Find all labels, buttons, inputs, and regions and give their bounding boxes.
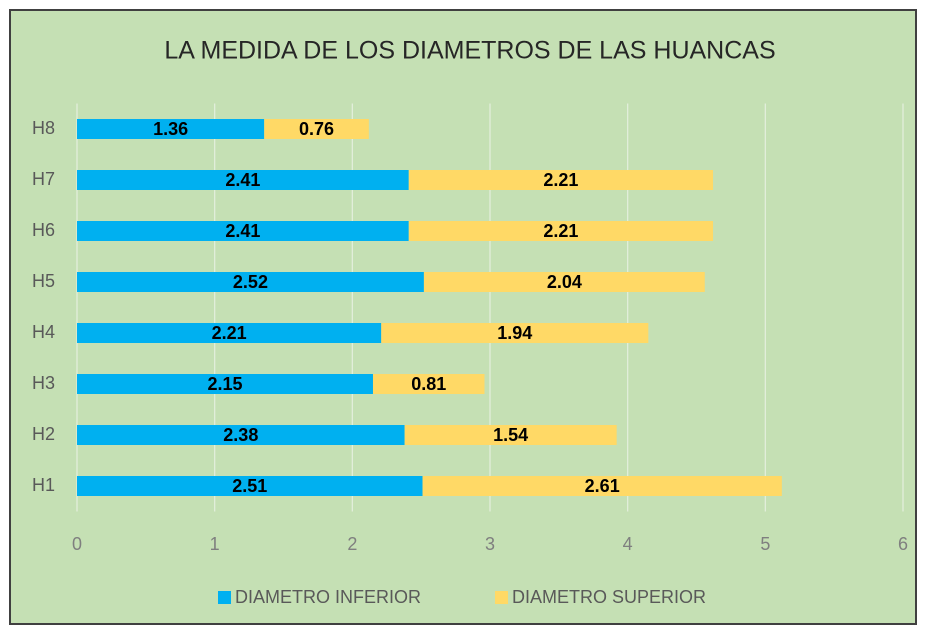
data-label: 2.51: [232, 476, 267, 496]
data-label: 2.41: [225, 170, 260, 190]
data-label: 2.21: [212, 323, 247, 343]
data-label: 2.04: [547, 272, 582, 292]
y-tick-label: H2: [32, 424, 55, 444]
y-tick-label: H4: [32, 322, 55, 342]
data-label: 2.21: [543, 170, 578, 190]
legend-swatch: [495, 591, 508, 604]
x-tick-label: 1: [210, 534, 220, 554]
x-tick-label: 2: [347, 534, 357, 554]
x-tick-label: 5: [760, 534, 770, 554]
data-label: 1.54: [493, 425, 528, 445]
bar-segment: [77, 425, 405, 445]
y-tick-label: H3: [32, 373, 55, 393]
legend-swatch: [218, 591, 231, 604]
bar-segment: [264, 119, 369, 139]
x-tick-label: 3: [485, 534, 495, 554]
bar-segment: [77, 119, 265, 139]
chart-background: [9, 9, 917, 625]
bar-segment: [423, 272, 705, 292]
bar-segment: [404, 425, 617, 445]
bar-segment: [422, 476, 782, 496]
data-label: 1.94: [497, 323, 532, 343]
bar-segment: [77, 170, 409, 190]
y-tick-label: H8: [32, 118, 55, 138]
legend-label: DIAMETRO SUPERIOR: [512, 587, 706, 607]
data-label: 2.41: [225, 221, 260, 241]
y-tick-label: H1: [32, 475, 55, 495]
x-tick-label: 0: [72, 534, 82, 554]
data-label: 0.81: [411, 374, 446, 394]
bar-segment: [77, 272, 424, 292]
legend-label: DIAMETRO INFERIOR: [235, 587, 421, 607]
data-label: 1.36: [153, 119, 188, 139]
bar-segment: [77, 374, 373, 394]
data-label: 2.38: [223, 425, 258, 445]
bar-segment: [77, 476, 423, 496]
y-tick-label: H7: [32, 169, 55, 189]
bar-segment: [381, 323, 649, 343]
data-label: 2.15: [207, 374, 242, 394]
bar-segment: [408, 170, 714, 190]
bar-segment: [77, 221, 409, 241]
chart-title: LA MEDIDA DE LOS DIAMETROS DE LAS HUANCA…: [164, 37, 775, 65]
x-tick-label: 6: [898, 534, 908, 554]
bar-segment: [77, 323, 382, 343]
data-label: 2.21: [543, 221, 578, 241]
bar-segment: [372, 374, 485, 394]
data-label: 2.61: [585, 476, 620, 496]
y-tick-label: H6: [32, 220, 55, 240]
data-label: 2.52: [233, 272, 268, 292]
bar-segment: [408, 221, 714, 241]
x-tick-label: 4: [623, 534, 633, 554]
data-label: 0.76: [299, 119, 334, 139]
y-tick-label: H5: [32, 271, 55, 291]
